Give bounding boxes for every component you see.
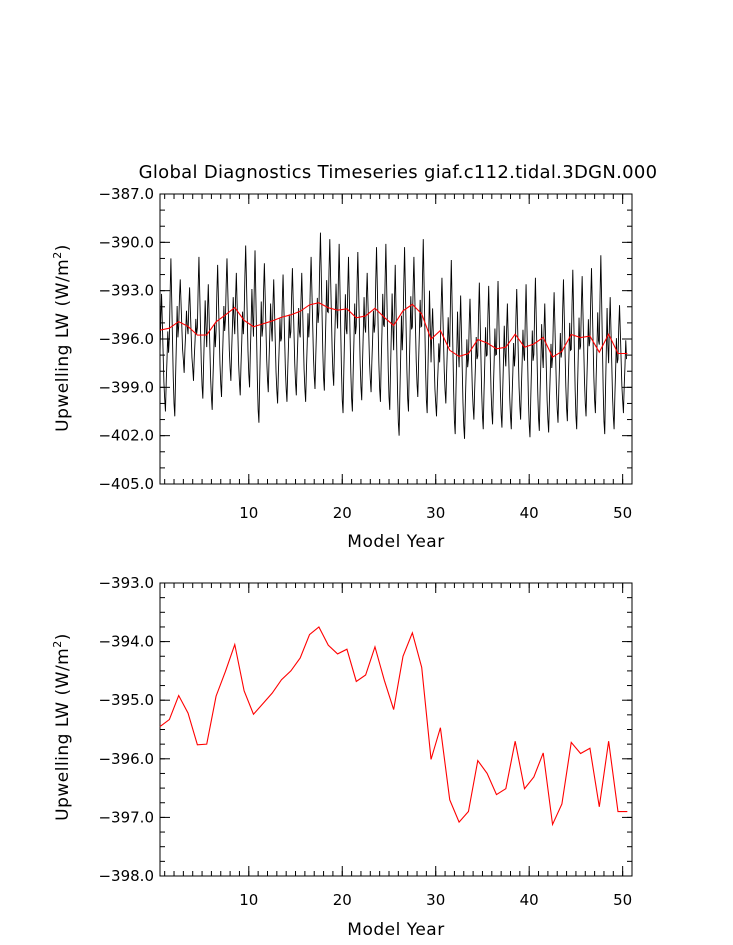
- y-tick-label: −393.0: [98, 574, 154, 592]
- monthly-series-line: [159, 232, 627, 439]
- top-y-axis-label-main: Upwelling LW (W/m: [53, 259, 73, 432]
- bottom-y-ticks: −398.0 −397.0 −396.0 −395.0 −394.0 −393.0: [98, 574, 632, 885]
- top-x-ticks: 10 20 30 40 50: [164, 194, 633, 522]
- y-tick-label: −402.0: [98, 427, 154, 445]
- y-tick-label: −394.0: [98, 633, 154, 651]
- figure-title: Global Diagnostics Timeseries giaf.c112.…: [139, 162, 658, 183]
- y-tick-label: −405.0: [98, 475, 154, 493]
- x-tick-label: 50: [613, 891, 632, 909]
- y-tick-label: −387.0: [98, 185, 154, 203]
- plot-frame: [159, 193, 633, 485]
- y-tick-label: −390.0: [98, 233, 154, 251]
- y-tick-label: −395.0: [98, 691, 154, 709]
- x-tick-label: 30: [426, 891, 445, 909]
- top-y-axis-label-sup: 2: [51, 251, 64, 259]
- panel-bottom: −398.0 −397.0 −396.0 −395.0 −394.0 −393.0 10 2…: [51, 574, 633, 940]
- x-tick-label: 20: [333, 504, 352, 522]
- top-plot-frame: [159, 193, 633, 485]
- x-tick-label: 10: [239, 891, 258, 909]
- x-tick-label: 20: [333, 891, 352, 909]
- bottom-y-axis-label-end: ): [53, 633, 73, 640]
- bottom-plot-frame: [159, 582, 633, 877]
- bottom-y-axis-label-sup: 2: [51, 640, 64, 648]
- y-tick-label: −396.0: [98, 750, 154, 768]
- y-tick-label: −393.0: [98, 282, 154, 300]
- panel-top: −405.0 −402.0 −399.0 −396.0 −393.0 −390.0 −387…: [51, 185, 633, 552]
- top-x-axis-label: Model Year: [347, 532, 444, 552]
- x-tick-label: 40: [520, 504, 539, 522]
- x-tick-label: 50: [613, 504, 632, 522]
- top-y-axis-label: Upwelling LW (W/m2): [51, 244, 73, 432]
- y-tick-label: −396.0: [98, 330, 154, 348]
- bottom-y-axis-label-main: Upwelling LW (W/m: [53, 648, 73, 821]
- bottom-y-axis-label: Upwelling LW (W/m2): [51, 633, 73, 821]
- y-tick-label: −398.0: [98, 867, 154, 885]
- bottom-x-ticks: 10 20 30 40 50: [164, 583, 633, 909]
- x-tick-label: 30: [426, 504, 445, 522]
- x-tick-label: 10: [239, 504, 258, 522]
- plot-frame: [159, 582, 633, 877]
- annual-mean-line: [159, 626, 628, 827]
- top-y-axis-label-end: ): [53, 244, 73, 251]
- bottom-x-axis-label: Model Year: [347, 920, 444, 940]
- bottom-series: [159, 626, 628, 827]
- top-series: [159, 232, 628, 439]
- top-y-ticks: −405.0 −402.0 −399.0 −396.0 −393.0 −390.0 −387…: [98, 185, 632, 493]
- annual-mean-line: [159, 302, 628, 358]
- y-tick-label: −397.0: [98, 808, 154, 826]
- x-tick-label: 40: [520, 891, 539, 909]
- y-tick-label: −399.0: [98, 378, 154, 396]
